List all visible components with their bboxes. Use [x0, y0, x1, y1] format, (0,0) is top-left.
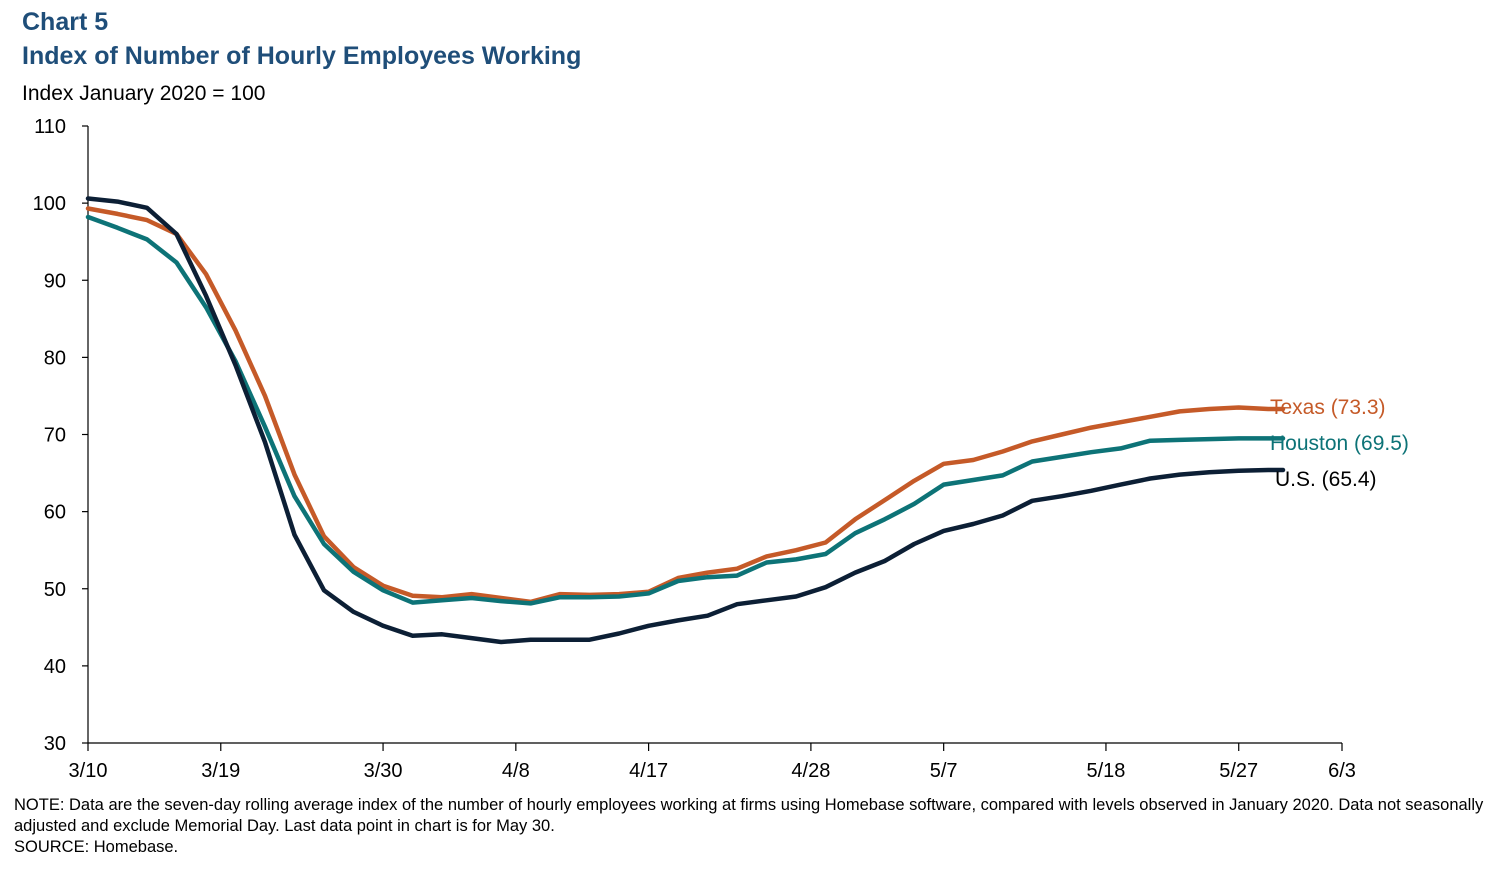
x-tick-label: 3/19	[201, 760, 240, 782]
y-tick-label: 70	[44, 425, 66, 447]
series-line-houston	[85, 214, 1286, 606]
x-tick-label: 5/18	[1086, 760, 1125, 782]
y-tick-label: 80	[44, 347, 66, 369]
x-tick-label: 3/30	[364, 760, 403, 782]
y-axis-unit-label: Index January 2020 = 100	[22, 82, 266, 105]
y-tick-label: 40	[44, 656, 66, 678]
y-tick-label: 90	[44, 270, 66, 292]
series-label-houston: Houston (69.5)	[1270, 432, 1409, 455]
series-label-texas: Texas (73.3)	[1270, 396, 1386, 419]
y-tick-label: 100	[33, 193, 66, 215]
x-tick-label: 5/7	[930, 760, 958, 782]
x-tick-label: 3/10	[69, 760, 108, 782]
series-lines	[85, 196, 1286, 645]
chart-axes: 30 40 50 60 70 80 90 100 110 3/10 3/19 3/30 4/8 4/17 4…	[33, 116, 1356, 782]
series-line-texas	[85, 206, 1286, 605]
y-tick-label: 50	[44, 579, 66, 601]
chart-title: Index of Number of Hourly Employees Work…	[22, 42, 582, 70]
note-text: NOTE: Data are the seven-day rolling ave…	[14, 796, 1484, 835]
y-tick-label: 30	[44, 733, 66, 755]
x-tick-label: 6/3	[1328, 760, 1356, 782]
y-tick-label: 110	[34, 116, 66, 138]
x-tick-label: 4/28	[791, 760, 830, 782]
chart-number: Chart 5	[22, 8, 109, 36]
series-line-us	[85, 196, 1286, 645]
y-tick-label: 60	[44, 502, 66, 524]
x-tick-label: 5/27	[1219, 760, 1258, 782]
series-end-labels: Texas (73.3) Houston (69.5) U.S. (65.4)	[1270, 396, 1409, 491]
x-tick-label: 4/17	[629, 760, 668, 782]
x-tick-label: 4/8	[502, 760, 530, 782]
chart-notes: NOTE: Data are the seven-day rolling ave…	[14, 795, 1484, 858]
series-label-us: U.S. (65.4)	[1275, 468, 1377, 491]
source-text: SOURCE: Homebase.	[14, 838, 179, 856]
